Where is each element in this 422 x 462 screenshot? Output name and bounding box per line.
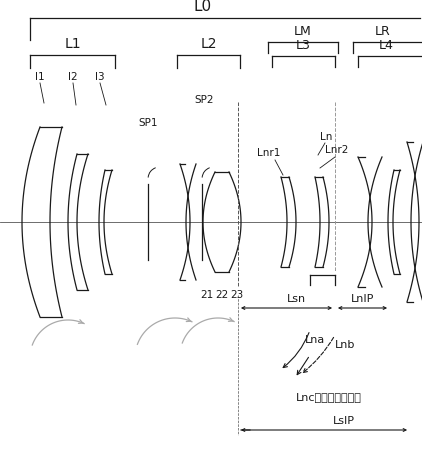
Text: L1: L1: [64, 37, 81, 51]
Text: Lnc（フォーカス）: Lnc（フォーカス）: [296, 392, 362, 402]
Text: Ln: Ln: [320, 132, 333, 142]
Text: l1: l1: [35, 72, 45, 82]
Text: SP1: SP1: [138, 118, 157, 128]
Text: L0: L0: [194, 0, 211, 14]
Text: Lnr2: Lnr2: [325, 145, 349, 155]
Text: l2: l2: [68, 72, 78, 82]
Text: L3: L3: [296, 39, 311, 52]
Text: LnIP: LnIP: [351, 294, 375, 304]
Text: 21: 21: [200, 290, 214, 300]
Text: L2: L2: [200, 37, 217, 51]
Text: Lsn: Lsn: [287, 294, 306, 304]
Text: l3: l3: [95, 72, 105, 82]
Text: SP2: SP2: [194, 95, 214, 105]
Text: Lnb: Lnb: [335, 340, 355, 350]
Text: L4: L4: [379, 39, 393, 52]
Text: 23: 23: [230, 290, 243, 300]
Text: Lnr1: Lnr1: [257, 148, 280, 158]
Text: LsIP: LsIP: [333, 416, 355, 426]
Text: LM: LM: [294, 25, 312, 38]
Text: Lna: Lna: [305, 335, 325, 345]
Text: LR: LR: [375, 25, 391, 38]
Text: 22: 22: [215, 290, 229, 300]
